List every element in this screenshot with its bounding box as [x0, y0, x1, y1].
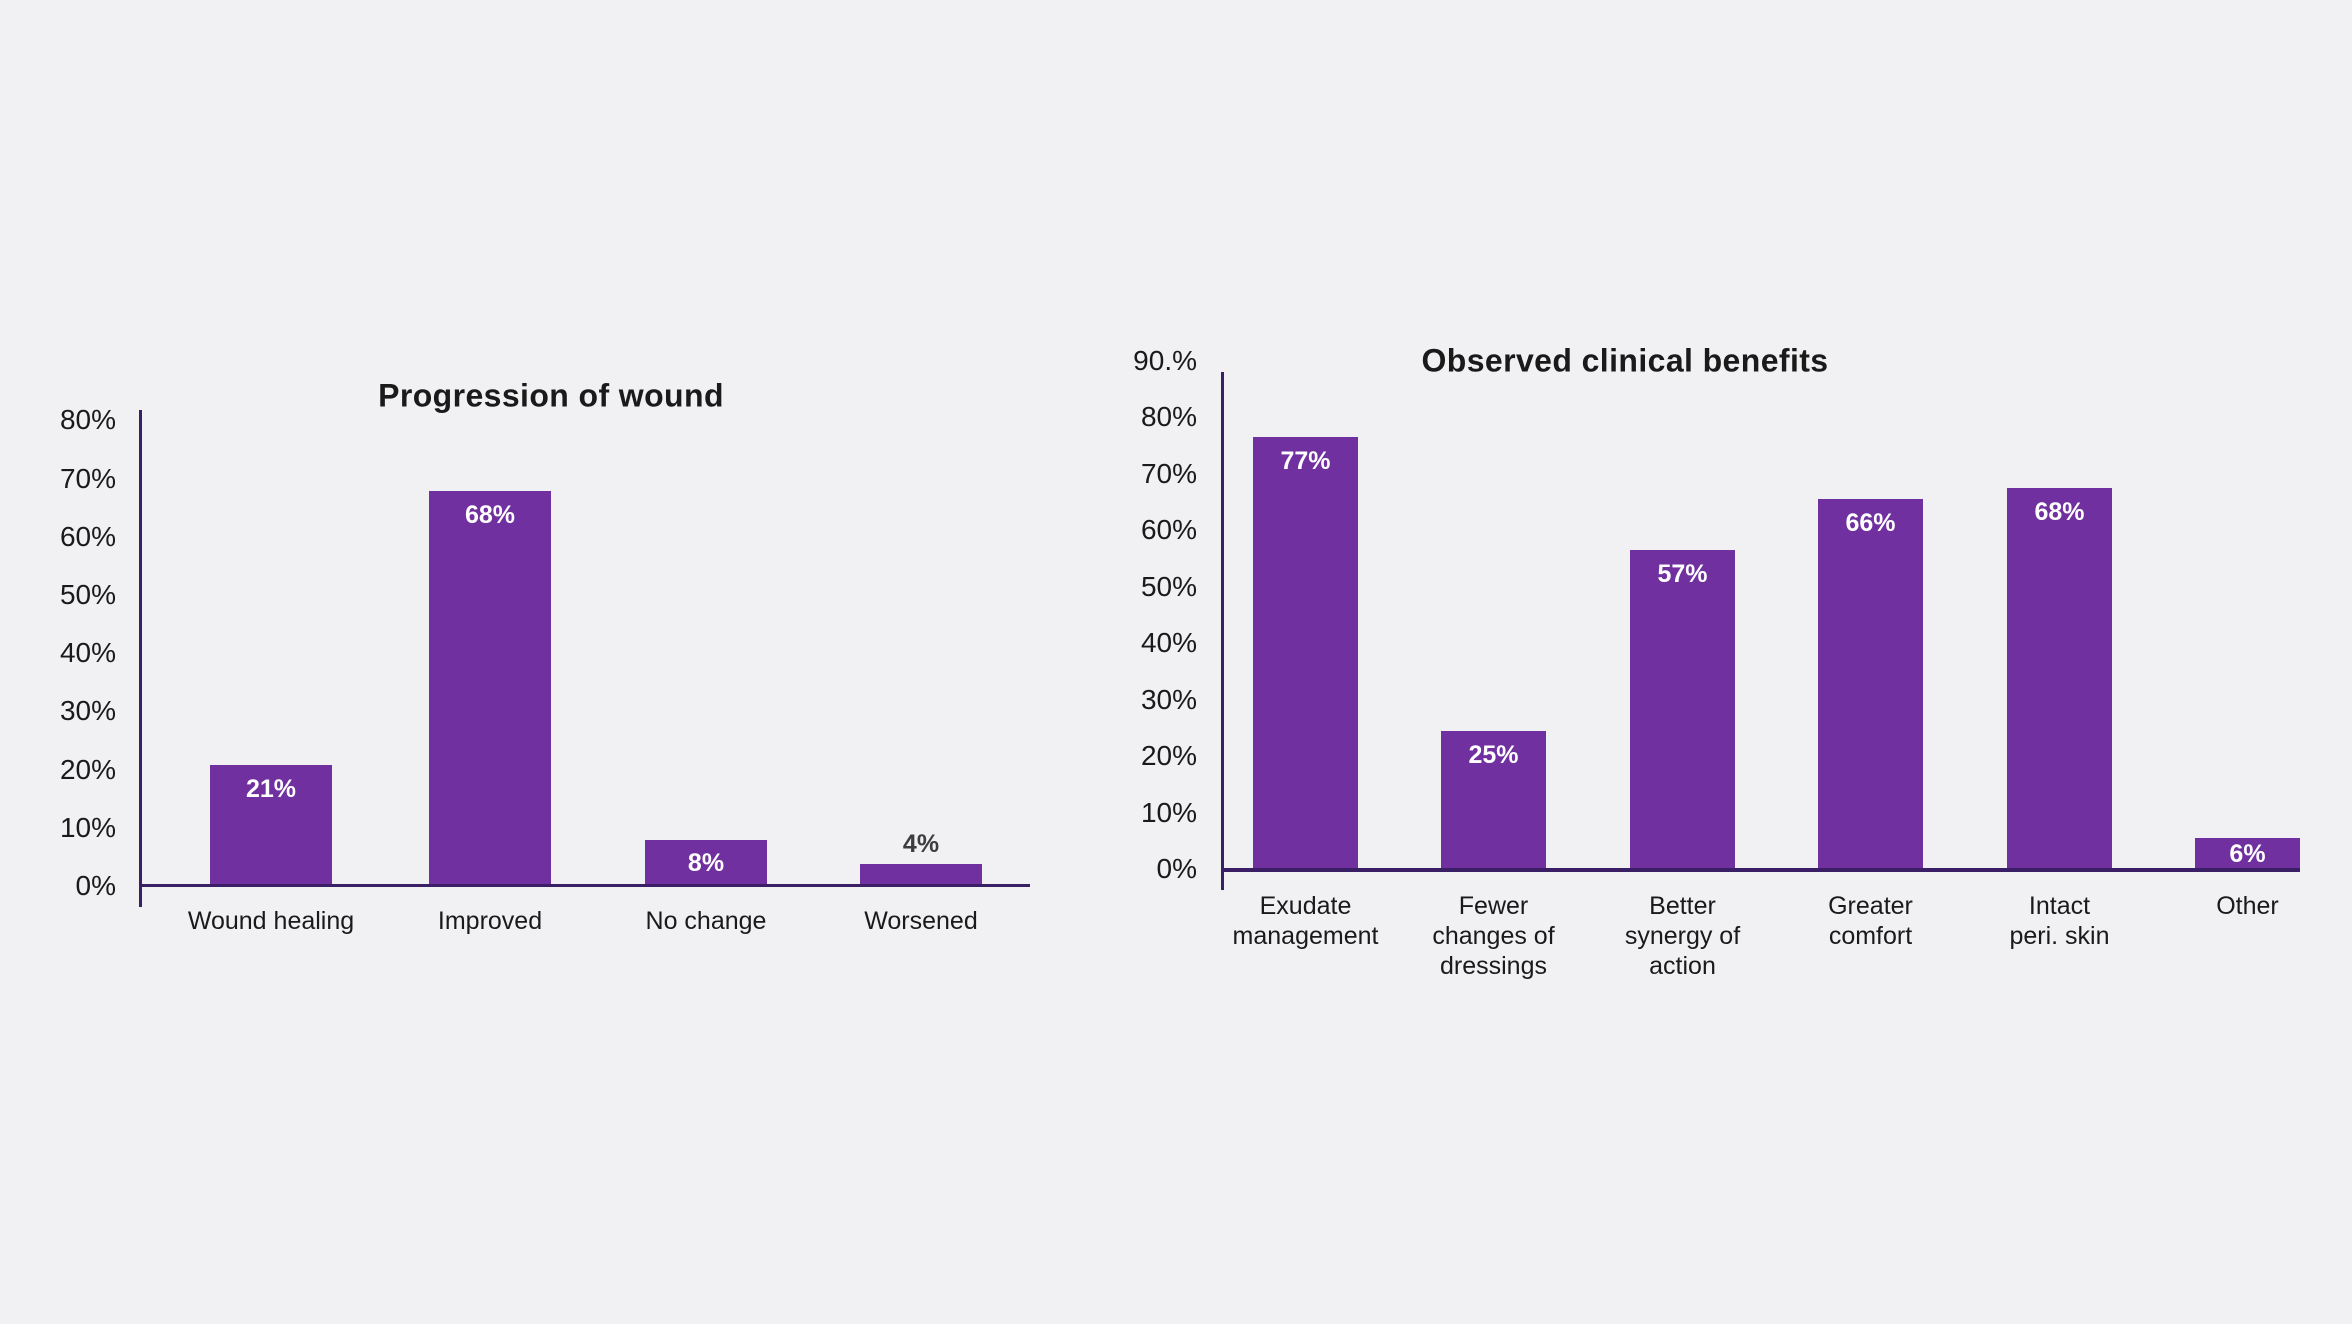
y-tick-label: 70% — [1140, 457, 1197, 489]
bar — [1818, 499, 1923, 872]
bar — [860, 863, 982, 887]
x-axis-line — [139, 884, 1030, 887]
category-label: Exudate management — [1232, 892, 1379, 950]
bar-value-label: 68% — [2034, 497, 2085, 526]
bar — [645, 840, 767, 887]
y-tick-label: 60% — [1140, 514, 1197, 545]
bar-value-label: 21% — [245, 774, 297, 803]
category-label: Fewer changes of dressings — [1432, 892, 1555, 980]
category-label: Improved — [437, 907, 543, 935]
y-tick-label: 10% — [1140, 796, 1197, 828]
bar — [2007, 487, 2112, 872]
y-tick-label: 70% — [59, 462, 116, 494]
y-tick-label: 20% — [59, 753, 116, 785]
y-tick-label: 80% — [59, 404, 116, 436]
category-label: Greater comfort — [1828, 892, 1913, 950]
chart-title: Progression of wound — [378, 377, 724, 414]
y-tick-label: 0% — [75, 870, 116, 901]
y-tick-label: 80% — [1140, 401, 1197, 432]
bar-value-label: 57% — [1657, 559, 1708, 588]
category-label: No change — [645, 907, 767, 935]
category-label: Worsened — [864, 907, 978, 935]
y-axis-line — [1221, 372, 1224, 890]
bar-value-label: 68% — [464, 501, 516, 530]
bar-value-label: 77% — [1280, 446, 1331, 475]
bar-value-label: 66% — [1845, 509, 1896, 538]
y-tick-label: 60% — [59, 520, 116, 552]
bar — [1441, 730, 1546, 872]
x-axis-line — [1221, 868, 2300, 872]
y-tick-label: 20% — [1140, 740, 1197, 771]
bar-value-label: 6% — [2229, 840, 2266, 869]
y-axis-line — [139, 410, 142, 907]
y-tick-label: 0% — [1156, 853, 1197, 884]
bar — [210, 764, 332, 887]
y-tick-label: 40% — [1140, 627, 1197, 658]
category-label: Better synergy of action — [1624, 892, 1741, 980]
bar — [429, 491, 551, 887]
bar — [1630, 549, 1735, 872]
chart-title: Observed clinical benefits — [1421, 342, 1829, 379]
y-tick-label: 10% — [59, 811, 116, 843]
y-tick-label: 30% — [59, 695, 116, 727]
y-tick-label: 50% — [59, 579, 116, 610]
bar — [1253, 436, 1358, 872]
bar-value-label: 25% — [1468, 740, 1519, 769]
bar-value-label: 4% — [902, 829, 940, 858]
y-tick-label: 90.% — [1133, 344, 1197, 376]
category-label: Intact peri. skin — [2009, 892, 2110, 950]
category-label: Wound healing — [187, 907, 355, 935]
bar — [2195, 838, 2300, 872]
bar-value-label: 8% — [687, 848, 725, 877]
y-tick-label: 40% — [59, 637, 116, 669]
y-tick-label: 30% — [1140, 683, 1197, 715]
category-label: Other — [2216, 892, 2279, 920]
y-tick-label: 50% — [1140, 570, 1197, 602]
